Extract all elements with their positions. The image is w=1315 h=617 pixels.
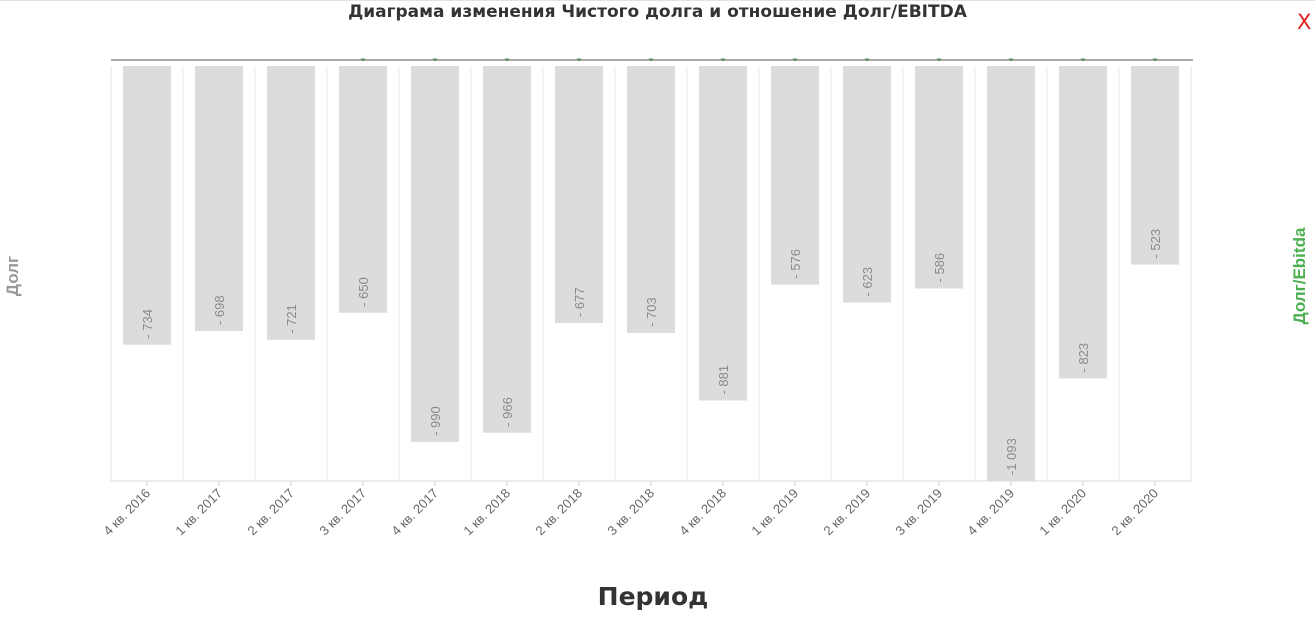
data-label: - 721 [284, 304, 299, 334]
bar [411, 66, 459, 442]
x-axis-label: Период [597, 582, 709, 611]
bar [267, 66, 315, 340]
data-label: - 823 [1076, 343, 1091, 373]
bar [1131, 66, 1179, 265]
x-tick-label: 4 кв. 2018 [676, 486, 729, 539]
bar [339, 66, 387, 313]
bar [1059, 66, 1107, 379]
bar [699, 66, 747, 401]
x-tick-label: 4 кв. 2019 [964, 486, 1017, 539]
data-label: - 990 [428, 406, 443, 436]
close-icon[interactable]: X [1297, 10, 1312, 34]
data-label: - 623 [860, 267, 875, 297]
x-tick-label: 2 кв. 2017 [244, 486, 297, 539]
chart-title: Диаграма изменения Чистого долга и отнош… [348, 2, 967, 22]
x-tick-label: 3 кв. 2017 [316, 486, 369, 539]
bar [771, 66, 819, 285]
x-tick-label: 2 кв. 2018 [532, 486, 585, 539]
data-label: - 698 [212, 295, 227, 325]
x-tick-label: 2 кв. 2019 [820, 486, 873, 539]
data-label: - 677 [572, 287, 587, 317]
bar [555, 66, 603, 324]
bar [195, 66, 243, 332]
bar [627, 66, 675, 333]
bar [123, 66, 171, 345]
data-label: - 734 [140, 309, 155, 339]
bar [483, 66, 531, 433]
data-label: - 523 [1148, 229, 1163, 259]
data-label: - 881 [716, 365, 731, 395]
data-label: - 703 [644, 297, 659, 327]
x-tick-label: 2 кв. 2020 [1108, 486, 1161, 539]
x-tick-label: 4 кв. 2017 [388, 486, 441, 539]
x-tick-label: 1 кв. 2018 [460, 486, 513, 539]
bar [915, 66, 963, 289]
top-border [0, 0, 1315, 1]
data-label: - 576 [788, 249, 803, 279]
data-label: - 966 [500, 397, 515, 427]
x-tick-label: 1 кв. 2017 [172, 486, 225, 539]
x-tick-label: 4 кв. 2016 [100, 486, 153, 539]
data-label: - 650 [356, 277, 371, 307]
x-tick-label: 1 кв. 2020 [1036, 486, 1089, 539]
x-tick-label: 3 кв. 2019 [892, 486, 945, 539]
bar [843, 66, 891, 303]
x-tick-label: 3 кв. 2018 [604, 486, 657, 539]
data-label: -1 093 [1004, 438, 1019, 475]
x-tick-label: 1 кв. 2019 [748, 486, 801, 539]
data-label: - 586 [932, 253, 947, 283]
bar [987, 66, 1035, 481]
